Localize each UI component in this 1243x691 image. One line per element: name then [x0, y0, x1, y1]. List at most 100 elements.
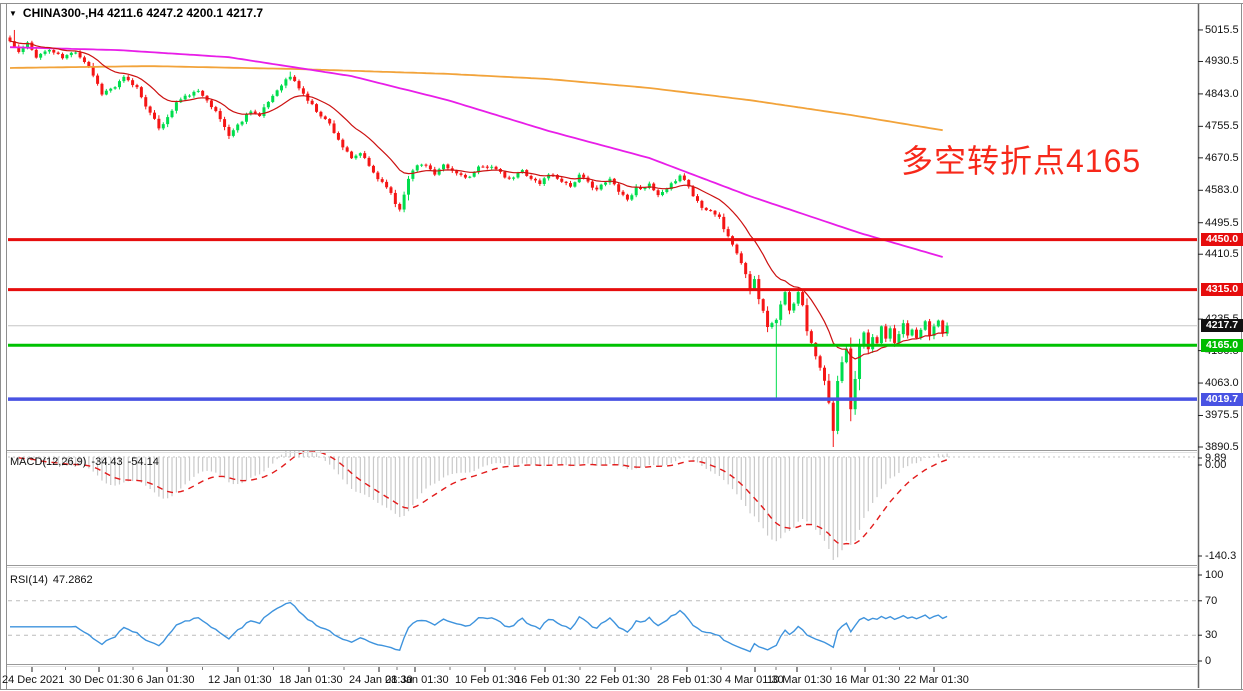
candle-down [328, 118, 332, 124]
candle-down [700, 200, 704, 208]
candle-up [604, 182, 608, 185]
candle-down [569, 183, 573, 187]
candle-down [696, 196, 700, 201]
price-tick-label: 4670.5 [1205, 151, 1239, 164]
time-axis-label: 12 Jan 01:30 [208, 674, 272, 686]
candle-down [809, 331, 813, 343]
candle-down [582, 174, 586, 178]
candle-down [428, 165, 432, 170]
candle-down [914, 329, 918, 338]
candle-down [805, 305, 809, 332]
candle-up [192, 91, 196, 96]
candle-down [538, 180, 542, 185]
candle-up [275, 90, 279, 96]
candle-up [477, 166, 481, 173]
candle-up [113, 87, 117, 89]
candle-down [766, 310, 770, 328]
ma-mid-line [9, 46, 943, 258]
candle-down [293, 76, 297, 82]
candle-up [196, 90, 200, 92]
time-axis-label: 28 Jan 01:30 [385, 674, 449, 686]
candle-down [100, 83, 104, 95]
candle-down [82, 57, 86, 62]
candle-down [398, 203, 402, 210]
candle-up [836, 381, 840, 431]
time-axis-label: 18 Jan 01:30 [279, 674, 343, 686]
candle-down [87, 61, 91, 67]
candle-up [174, 102, 178, 111]
candle-up [932, 326, 936, 336]
candle-up [774, 319, 778, 324]
candle-up [630, 195, 634, 200]
candle-up [936, 320, 940, 327]
candle-up [183, 95, 187, 100]
macd-signal-value: -54.14 [127, 456, 159, 468]
candle-up [166, 117, 170, 125]
candle-down [367, 157, 371, 166]
time-axis-label: 28 Feb 01:30 [657, 674, 722, 686]
price-badge-4165.0: 4165.0 [1201, 338, 1243, 352]
candle-down [209, 100, 213, 108]
candle-down [223, 119, 227, 127]
candle-up [871, 337, 875, 350]
candle-down [214, 107, 218, 112]
candle-down [61, 53, 65, 59]
candle-down [507, 177, 511, 179]
symbol-dropdown-arrow-icon[interactable]: ▼ [9, 9, 17, 18]
rsi-label: RSI(14) 47.2862 [10, 574, 98, 586]
candle-down [735, 244, 739, 254]
price-badge-4450.0: 4450.0 [1201, 233, 1243, 247]
candle-up [249, 111, 253, 115]
candle-down [253, 111, 257, 114]
rsi-axis-label: 0 [1205, 655, 1212, 667]
rsi-axis-label: 70 [1205, 594, 1218, 607]
candle-up [288, 76, 292, 80]
candle-up [945, 325, 949, 334]
candle-down [928, 321, 932, 336]
candle-down [376, 172, 380, 180]
candle-down [739, 253, 743, 264]
time-axis-label: 22 Mar 01:30 [904, 674, 969, 686]
candle-down [201, 90, 205, 96]
candle-down [814, 342, 818, 357]
candles-layer [8, 29, 949, 447]
candle-up [669, 183, 673, 190]
time-axis-label: 24 Jan 01:30 [349, 674, 413, 686]
candle-up [516, 172, 520, 178]
candle-down [433, 169, 437, 175]
candle-down [503, 171, 507, 178]
candle-up [792, 303, 796, 311]
ma-slow-line [9, 65, 943, 132]
rsi-axis-label: 100 [1205, 569, 1224, 581]
candle-down [306, 93, 310, 101]
candle-down [884, 326, 888, 339]
candle-down [371, 165, 375, 173]
candle-up [665, 189, 669, 193]
candle-up [512, 177, 516, 179]
candle-up [919, 329, 923, 338]
candle-up [358, 153, 362, 156]
candle-down [91, 66, 95, 76]
main-chart-plot [8, 29, 1197, 447]
candle-up [770, 323, 774, 328]
price-tick-label: 4930.5 [1205, 55, 1239, 68]
candle-down [801, 292, 805, 306]
candle-down [310, 100, 314, 105]
rsi-line [10, 601, 948, 653]
candle-up [402, 194, 406, 210]
candle-down [319, 111, 323, 117]
candle-down [656, 190, 660, 196]
candle-up [354, 155, 358, 159]
candle-up [858, 344, 862, 379]
candle-down [301, 88, 305, 94]
candle-down [481, 166, 485, 168]
candle-up [69, 52, 73, 56]
price-badge-4019.7: 4019.7 [1201, 392, 1243, 406]
candle-down [709, 210, 713, 212]
price-tick-label: 4495.5 [1205, 216, 1239, 229]
candle-down [691, 186, 695, 197]
chart-title-bar: ▼ CHINA300-,H4 4211.6 4247.2 4200.1 4217.… [9, 6, 263, 20]
candle-down [297, 81, 301, 89]
candle-up [468, 176, 472, 178]
